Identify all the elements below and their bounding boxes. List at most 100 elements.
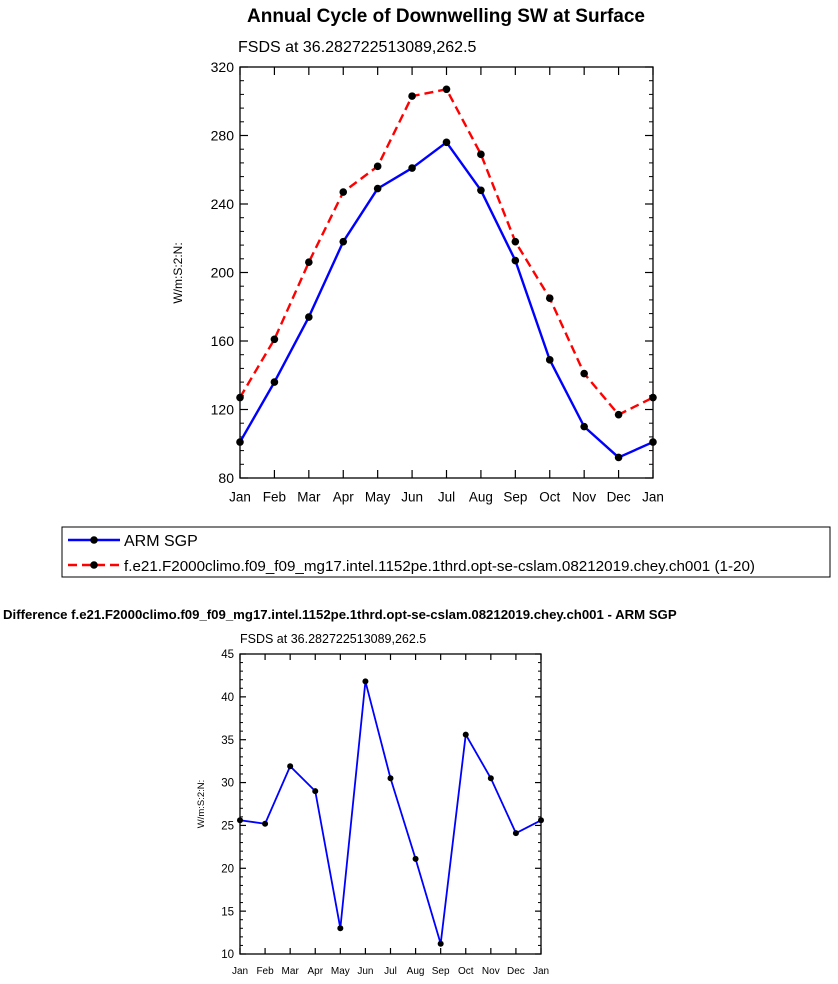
- y-tick-label: 35: [221, 735, 234, 747]
- data-point: [580, 422, 588, 431]
- x-tick-label: Feb: [256, 966, 274, 977]
- data-point: [373, 162, 382, 171]
- y-axis-label: W/m:S:2:N:: [196, 780, 207, 829]
- data-point: [236, 438, 244, 446]
- x-tick-label: Aug: [469, 490, 493, 505]
- y-tick-label: 20: [221, 863, 234, 875]
- data-point: [387, 775, 394, 782]
- chart-subtitle: FSDS at 36.282722513089,262.5: [238, 39, 477, 56]
- data-point: [511, 256, 520, 265]
- x-tick-label: Aug: [407, 966, 425, 977]
- data-point: [545, 294, 554, 302]
- x-tick-label: May: [331, 966, 350, 977]
- series-group: [236, 85, 657, 462]
- data-point: [262, 820, 269, 827]
- data-point: [362, 678, 369, 685]
- x-tick-label: Dec: [607, 490, 631, 505]
- legend-label-arm-sgp: ARM SGP: [124, 533, 198, 550]
- y-tick-label: 200: [211, 265, 235, 281]
- chart-title: Difference f.e21.F2000climo.f09_f09_mg17…: [3, 607, 677, 622]
- x-tick-label: Sep: [503, 490, 527, 505]
- data-point: [412, 855, 419, 862]
- data-point: [614, 410, 623, 419]
- x-tick-label: May: [365, 490, 391, 505]
- x-tick-label: Sep: [432, 966, 450, 977]
- y-tick-label: 40: [221, 692, 234, 704]
- x-tick-label: Nov: [572, 490, 596, 505]
- data-point: [270, 335, 279, 344]
- data-point: [462, 731, 469, 738]
- difference-chart: Difference f.e21.F2000climo.f09_f09_mg17…: [3, 607, 677, 977]
- data-point: [614, 453, 623, 462]
- y-tick-label: 15: [221, 906, 234, 918]
- data-point: [236, 393, 244, 402]
- legend: ARM SGP f.e21.F2000climo.f09_f09_mg17.in…: [61, 526, 831, 578]
- data-point: [339, 188, 348, 196]
- x-tick-label: Oct: [539, 490, 560, 505]
- x-tick-label: Oct: [458, 966, 474, 977]
- y-axis-label: W/m:S:2:N:: [171, 242, 185, 303]
- plot-border: [239, 66, 654, 479]
- legend-label-model: f.e21.F2000climo.f09_f09_mg17.intel.1152…: [124, 558, 755, 575]
- x-tick-label: Mar: [282, 966, 300, 977]
- x-tick-label: Jun: [401, 490, 423, 505]
- x-tick-labels: Jan Feb Mar Apr May Jun Jul Aug Sep Oct Nov Dec Jan: [229, 490, 664, 505]
- y-tick-label: 45: [221, 649, 234, 661]
- y-tick-labels: 10 15 20 25 30 35 40 45: [221, 649, 234, 961]
- legend-marker-model: [90, 561, 98, 569]
- x-tick-label: Jan: [533, 966, 549, 977]
- chart-subtitle: FSDS at 36.282722513089,262.5: [240, 632, 426, 646]
- data-point: [270, 378, 279, 386]
- data-point: [287, 763, 294, 770]
- y-tick-label: 320: [211, 59, 235, 75]
- y-tick-label: 160: [211, 333, 235, 349]
- data-point: [512, 830, 519, 837]
- data-point: [487, 775, 494, 782]
- data-point: [477, 150, 485, 159]
- series-line-1: [238, 88, 654, 416]
- data-point: [442, 85, 451, 94]
- y-tick-label: 10: [221, 949, 234, 961]
- legend-box: [61, 526, 831, 578]
- x-tick-label: Jan: [229, 490, 251, 505]
- data-point: [408, 92, 416, 100]
- data-point: [339, 237, 348, 246]
- plot-border: [239, 653, 542, 955]
- y-tick-labels: 80 120 160 200 240 280 320: [211, 59, 235, 486]
- y-tick-label: 240: [211, 196, 235, 212]
- data-point: [337, 925, 344, 932]
- chart-title: Annual Cycle of Downwelling SW at Surfac…: [247, 6, 645, 27]
- x-tick-label: Dec: [507, 966, 525, 977]
- x-tick-labels: Jan Feb Mar Apr May Jun Jul Aug Sep Oct Nov Dec Jan: [232, 966, 549, 977]
- data-point: [511, 237, 520, 246]
- data-point: [237, 817, 243, 824]
- legend-marker-arm-sgp: [90, 536, 98, 544]
- x-tick-label: Apr: [307, 966, 323, 977]
- data-point: [649, 393, 657, 402]
- x-tick-label: Jan: [642, 490, 664, 505]
- series-line-0: [239, 680, 542, 945]
- x-tick-label: Jul: [438, 490, 455, 505]
- x-tick-label: Jul: [384, 966, 397, 977]
- data-point: [408, 164, 416, 172]
- x-tick-label: Jan: [232, 966, 248, 977]
- data-point: [649, 438, 657, 446]
- y-tick-label: 25: [221, 821, 234, 833]
- data-point: [373, 184, 382, 193]
- data-point: [437, 940, 444, 947]
- data-point: [305, 258, 313, 267]
- annual-cycle-chart: Annual Cycle of Downwelling SW at Surfac…: [171, 6, 664, 505]
- data-point: [580, 369, 588, 378]
- x-tick-label: Nov: [482, 966, 500, 977]
- y-tick-label: 30: [221, 778, 234, 790]
- y-tick-label: 120: [211, 402, 235, 418]
- y-tick-label: 280: [211, 128, 235, 144]
- series-group: [237, 678, 544, 947]
- data-point: [305, 313, 313, 321]
- x-tick-label: Feb: [263, 490, 286, 505]
- data-point: [312, 788, 319, 795]
- data-point: [538, 817, 544, 824]
- plot-frame: [239, 66, 654, 479]
- x-tick-label: Mar: [297, 490, 321, 505]
